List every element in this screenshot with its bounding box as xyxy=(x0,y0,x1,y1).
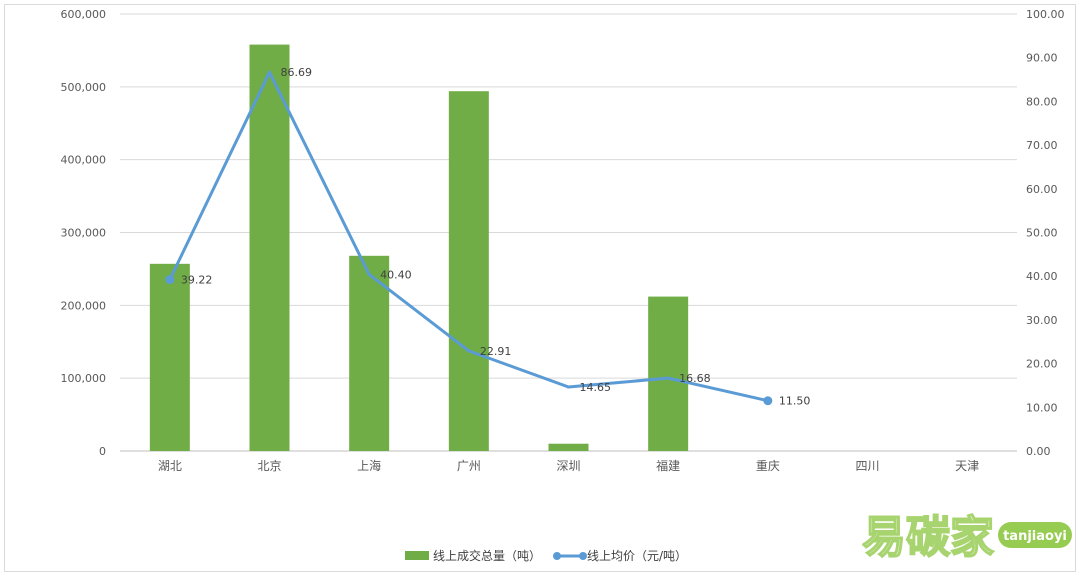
line-point xyxy=(165,275,175,285)
category-label: 湖北 xyxy=(158,458,182,473)
category-label: 天津 xyxy=(955,459,979,473)
watermark-logo: 易碳家 tanjiaoyi xyxy=(861,508,1076,568)
x-axis-categories: 湖北 北京 上海 广州 深圳 福建 重庆 四川 天津 xyxy=(158,458,979,473)
line-point xyxy=(467,349,471,353)
category-label: 广州 xyxy=(457,459,481,473)
category-label: 北京 xyxy=(257,459,281,473)
bar xyxy=(249,44,290,452)
category-label: 福建 xyxy=(656,458,680,473)
bar xyxy=(548,443,589,451)
right-tick-label: 30.00 xyxy=(1026,314,1058,327)
right-tick-label: 70.00 xyxy=(1026,139,1058,152)
line-data-label: 39.22 xyxy=(181,274,213,287)
line-series: 39.22 86.69 40.40 22.91 14.65 16.68 11.50 xyxy=(165,66,810,408)
bar xyxy=(349,255,390,451)
line-data-label: 22.91 xyxy=(480,345,512,358)
right-tick-label: 90.00 xyxy=(1026,52,1058,65)
left-tick-label: 300,000 xyxy=(61,227,107,240)
left-tick-label: 200,000 xyxy=(61,299,107,312)
category-label: 上海 xyxy=(357,458,381,473)
line-point xyxy=(763,396,773,406)
line-data-label: 14.65 xyxy=(580,381,612,394)
legend: 线上成交总量（吨） 线上均价（元/吨） xyxy=(405,548,687,563)
left-tick-label: 0 xyxy=(99,445,106,458)
line-point xyxy=(268,70,271,74)
legend-swatch-bar xyxy=(405,551,429,560)
left-tick-label: 100,000 xyxy=(61,372,107,385)
right-tick-label: 80.00 xyxy=(1026,95,1058,108)
line-data-label: 16.68 xyxy=(679,372,711,385)
right-tick-label: 100.00 xyxy=(1026,8,1065,21)
legend-label-bar: 线上成交总量（吨） xyxy=(433,548,541,563)
line-point xyxy=(567,385,570,389)
right-tick-label: 40.00 xyxy=(1026,270,1058,283)
right-tick-label: 60.00 xyxy=(1026,183,1058,196)
right-tick-label: 10.00 xyxy=(1026,401,1058,414)
category-label: 深圳 xyxy=(556,459,580,473)
legend-label-line: 线上均价（元/吨） xyxy=(587,549,687,563)
bar xyxy=(648,296,689,451)
line-data-label: 40.40 xyxy=(380,268,412,281)
left-tick-label: 400,000 xyxy=(61,154,107,167)
legend-swatch-marker-end xyxy=(579,552,587,560)
right-tick-label: 50.00 xyxy=(1026,227,1058,240)
right-y-axis: 0.00 10.00 20.00 30.00 40.00 50.00 60.00 70.00 8… xyxy=(1026,8,1065,458)
left-tick-label: 600,000 xyxy=(61,8,107,21)
bar xyxy=(149,263,190,451)
left-y-axis: 0 100,000 200,000 300,000 400,000 500,000 600,… xyxy=(61,8,107,458)
right-tick-label: 0.00 xyxy=(1026,445,1051,458)
chart-frame xyxy=(4,4,1076,572)
line-data-label: 86.69 xyxy=(281,66,313,79)
watermark-domain: tanjiaoyi xyxy=(1003,529,1067,544)
watermark-brand: 易碳家 xyxy=(862,512,994,563)
left-tick-label: 500,000 xyxy=(61,81,107,94)
right-tick-label: 20.00 xyxy=(1026,358,1058,371)
category-label: 重庆 xyxy=(756,459,780,473)
bar xyxy=(448,91,489,451)
line-data-label: 11.50 xyxy=(779,395,811,408)
line-point xyxy=(666,376,670,380)
line-point xyxy=(367,272,371,276)
watermark-domain-badge xyxy=(998,522,1072,548)
category-label: 四川 xyxy=(855,459,879,473)
legend-swatch-marker-start xyxy=(553,552,561,560)
bar-series xyxy=(149,44,689,452)
